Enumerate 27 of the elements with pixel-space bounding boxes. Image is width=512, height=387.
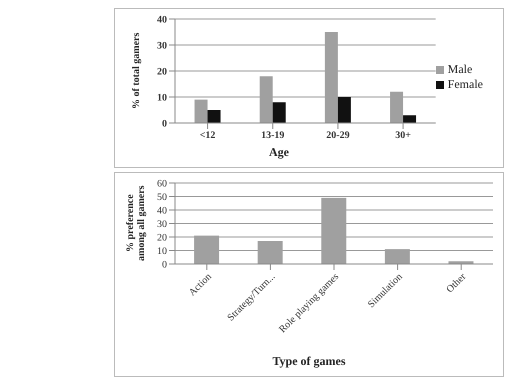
y-tick-label: 50 [157,192,167,204]
y-tick-label: 40 [157,206,167,217]
y-tick-label: 0 [162,118,167,130]
y-tick-label: 30 [157,219,167,230]
bar [338,97,351,123]
y-tick-label: 40 [157,14,167,26]
x-tick-label: 30+ [395,130,412,142]
y-tick-label: 20 [157,232,167,244]
y-tick-label: 10 [157,246,167,258]
x-axis-title: Type of games [271,354,347,370]
x-tick-label: 13-19 [261,130,284,142]
y-axis-title: % of total gamers [130,32,142,112]
bar [403,115,416,123]
x-tick-label: 20-29 [326,130,350,142]
legend-label: Female [448,77,483,91]
y-tick-label: 30 [157,40,167,52]
y-tick-label: 10 [157,92,167,104]
x-tick-label: <12 [200,130,216,142]
y-tick-label: 20 [157,66,167,78]
bar [194,100,208,123]
bar [272,102,286,123]
y-axis-title: % preference among all gamers [125,184,147,264]
x-axis-title: Age [268,145,290,161]
bar [208,110,221,123]
y-tick-label: 0 [162,260,167,271]
y-tick-label: 60 [157,178,167,190]
legend-label: Male [448,62,472,76]
